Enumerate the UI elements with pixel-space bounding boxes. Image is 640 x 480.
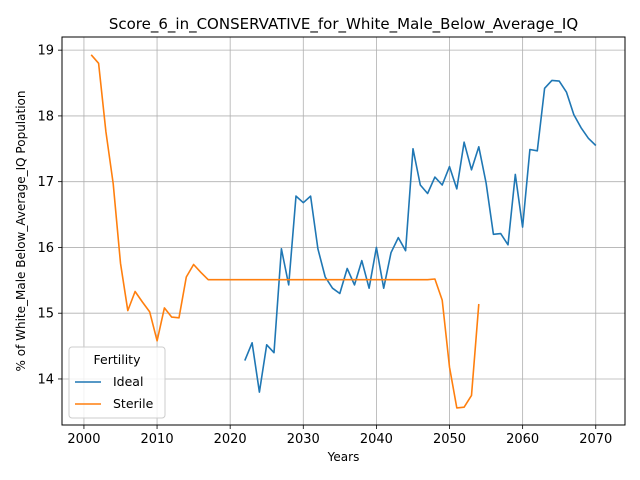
series-line-sterile bbox=[90, 54, 480, 409]
y-axis-ticks: 14 15 16 17 18 19 bbox=[37, 44, 62, 387]
chart-title: Score_6_in_CONSERVATIVE_for_White_Male_B… bbox=[109, 15, 578, 34]
plot-frame bbox=[61, 36, 626, 426]
x-tick-label: 2000 bbox=[67, 432, 100, 447]
series-line-ideal bbox=[244, 79, 597, 393]
x-tick-label: 2030 bbox=[287, 432, 320, 447]
y-tick-label: 16 bbox=[37, 241, 54, 256]
series-lines bbox=[90, 54, 597, 409]
x-tick-label: 2010 bbox=[141, 432, 174, 447]
x-tick-label: 2040 bbox=[360, 432, 393, 447]
legend-title: Fertility bbox=[94, 352, 142, 367]
x-axis-ticks: 2000 2010 2020 2030 2040 2050 2060 2070 bbox=[67, 425, 612, 447]
y-tick-label: 17 bbox=[37, 175, 54, 190]
x-tick-label: 2070 bbox=[579, 432, 612, 447]
x-tick-label: 2020 bbox=[214, 432, 247, 447]
legend-label-ideal: Ideal bbox=[113, 374, 143, 389]
legend-box bbox=[68, 346, 166, 419]
y-tick-label: 18 bbox=[37, 109, 54, 124]
legend: Fertility Ideal Sterile bbox=[68, 346, 166, 419]
y-tick-label: 15 bbox=[37, 307, 54, 322]
x-tick-label: 2060 bbox=[506, 432, 539, 447]
x-axis-label: Years bbox=[327, 450, 360, 464]
x-tick-label: 2050 bbox=[433, 432, 466, 447]
legend-entries: Ideal Sterile bbox=[75, 374, 154, 411]
y-tick-label: 14 bbox=[37, 372, 54, 387]
legend-label-sterile: Sterile bbox=[113, 396, 154, 411]
y-axis-label: % of White_Male Below_Average_IQ Populat… bbox=[14, 91, 28, 372]
y-tick-label: 19 bbox=[37, 44, 54, 59]
